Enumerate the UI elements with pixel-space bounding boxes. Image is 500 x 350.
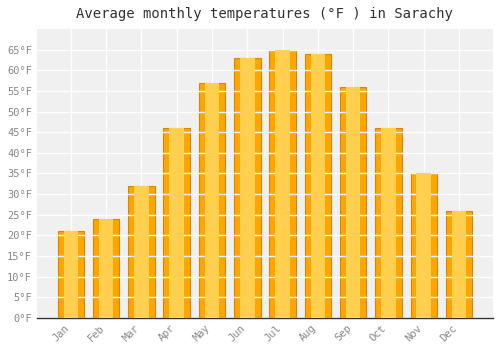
Bar: [58, 231, 84, 318]
Bar: [99, 219, 114, 318]
Bar: [310, 54, 325, 318]
Bar: [375, 128, 402, 318]
Bar: [134, 186, 148, 318]
Bar: [64, 231, 78, 318]
Bar: [164, 128, 190, 318]
Bar: [304, 54, 331, 318]
Bar: [276, 50, 290, 318]
Bar: [452, 211, 466, 318]
Bar: [340, 87, 366, 318]
Bar: [204, 83, 220, 318]
Bar: [128, 186, 154, 318]
Bar: [93, 219, 120, 318]
Bar: [240, 58, 254, 318]
Bar: [346, 87, 360, 318]
Bar: [410, 174, 437, 318]
Bar: [270, 50, 296, 318]
Bar: [416, 174, 431, 318]
Bar: [446, 211, 472, 318]
Bar: [381, 128, 396, 318]
Bar: [170, 128, 184, 318]
Bar: [234, 58, 260, 318]
Title: Average monthly temperatures (°F ) in Sarachy: Average monthly temperatures (°F ) in Sa…: [76, 7, 454, 21]
Bar: [198, 83, 225, 318]
